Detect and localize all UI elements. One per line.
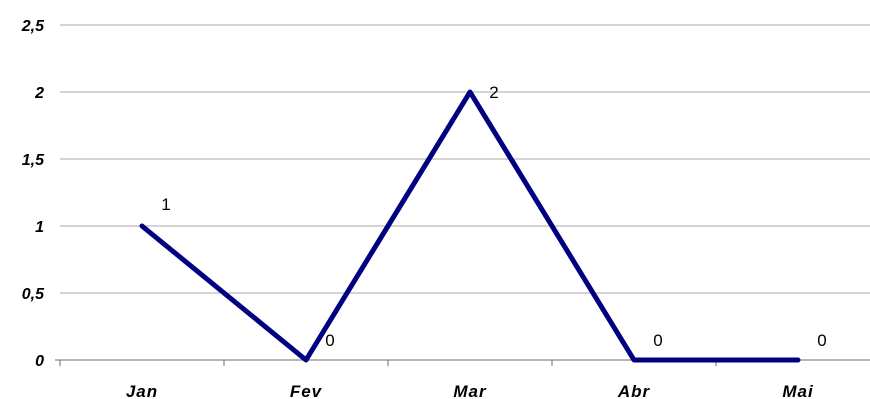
x-tick-label: Fev [290, 382, 323, 399]
x-tick-label: Abr [617, 382, 651, 399]
data-label: 0 [817, 331, 826, 350]
data-label: 0 [325, 331, 334, 350]
x-tick-label: Mar [453, 382, 487, 399]
x-axis-ticks: Jan Fev Mar Abr Mai [126, 382, 814, 399]
data-label: 0 [653, 331, 662, 350]
y-tick-label: 2,5 [21, 18, 45, 35]
x-tick-label: Mai [782, 382, 814, 399]
data-label: 1 [161, 195, 170, 214]
y-axis-ticks: 0 0,5 1 1,5 2 2,5 [21, 18, 45, 370]
gridlines [60, 24, 870, 294]
y-tick-label: 2 [34, 85, 44, 102]
data-labels: 1 0 2 0 0 [161, 83, 826, 350]
y-tick-label: 1,5 [22, 152, 45, 169]
y-tick-label: 1 [35, 219, 44, 236]
y-tick-label: 0 [35, 353, 44, 370]
series-layer [139, 89, 801, 363]
y-tick-label: 0,5 [22, 286, 45, 303]
x-tick-label: Jan [126, 382, 158, 399]
data-label: 2 [489, 83, 498, 102]
